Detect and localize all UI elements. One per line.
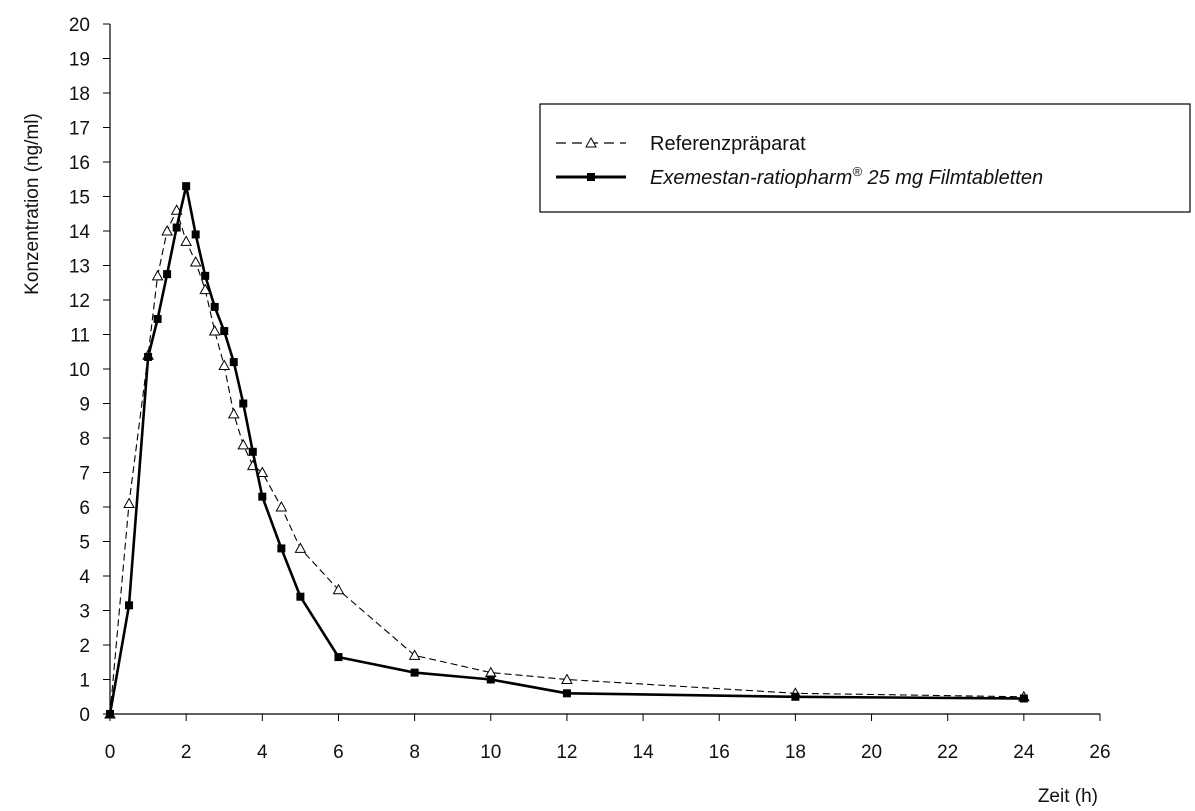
test-data-point xyxy=(210,302,219,311)
ref-data-point xyxy=(161,224,173,236)
y-tick-label: 13 xyxy=(69,257,90,278)
series-2 xyxy=(106,182,1028,718)
test-data-point xyxy=(239,399,248,408)
test-data-point xyxy=(296,592,305,601)
y-tick-label: 18 xyxy=(69,84,90,105)
ref-data-point xyxy=(218,359,231,371)
x-axis-ticks: 0 2 4 6 8 10 12 14 16 18 20 22 24 26 xyxy=(105,714,1111,763)
ref-data-point xyxy=(180,235,193,246)
test-data-point xyxy=(334,653,343,662)
test-series-line xyxy=(108,184,1024,715)
y-tick-label: 3 xyxy=(79,602,90,623)
ref-data-point xyxy=(151,269,164,281)
y-tick-label: 10 xyxy=(69,360,90,381)
x-tick-label: 4 xyxy=(257,742,268,763)
x-axis-label: Zeit (h) xyxy=(1038,786,1098,807)
x-tick-label: 6 xyxy=(333,742,344,763)
y-tick-label: 8 xyxy=(79,429,90,450)
y-tick-label: 17 xyxy=(69,119,90,140)
legend-test-main: Exemestan-ratiopharm xyxy=(650,167,852,189)
x-tick-label: 20 xyxy=(861,742,882,763)
ref-data-point xyxy=(208,325,221,336)
x-tick-label: 24 xyxy=(1013,742,1035,763)
test-data-point xyxy=(1019,694,1028,703)
legend-test-label: Exemestan-ratiopharm® 25 mg Filmtablette… xyxy=(650,164,1043,189)
x-tick-label: 18 xyxy=(785,742,806,763)
ref-data-point xyxy=(227,407,240,419)
legend-box xyxy=(539,103,1191,213)
ref-data-point xyxy=(256,466,269,477)
x-tick-label: 16 xyxy=(709,742,730,763)
test-data-point xyxy=(248,447,257,456)
x-tick-label: 12 xyxy=(556,742,577,763)
y-tick-label: 12 xyxy=(69,291,90,312)
x-tick-label: 0 xyxy=(105,742,116,763)
y-tick-label: 0 xyxy=(79,705,90,726)
y-tick-label: 1 xyxy=(79,671,90,692)
test-data-point xyxy=(163,270,172,279)
y-tick-label: 14 xyxy=(69,222,91,243)
ref-series-line xyxy=(109,209,1024,715)
ref-data-point xyxy=(189,256,202,267)
x-tick-label: 10 xyxy=(480,742,501,763)
x-tick-label: 8 xyxy=(409,742,420,763)
y-tick-label: 2 xyxy=(79,636,90,657)
y-axis-label: Konzentration (ng/ml) xyxy=(22,113,43,295)
y-tick-label: 19 xyxy=(69,50,90,71)
legend-test-tail: 25 mg Filmtabletten xyxy=(862,167,1043,189)
test-data-point xyxy=(191,230,200,239)
test-data-point xyxy=(153,314,162,323)
test-data-point xyxy=(277,544,286,553)
legend: Referenzpräparat Exemestan-ratiopharm® 2… xyxy=(539,103,1191,213)
legend-test-marker xyxy=(587,173,595,181)
series-1 xyxy=(104,204,1030,719)
y-tick-label: 16 xyxy=(69,153,90,174)
legend-ref-marker xyxy=(585,136,597,148)
test-data-point xyxy=(791,692,800,701)
ref-data-point xyxy=(332,583,345,595)
x-tick-label: 22 xyxy=(937,742,958,763)
test-data-point xyxy=(125,601,134,610)
test-data-point xyxy=(410,668,419,677)
y-tick-label: 15 xyxy=(69,188,90,209)
x-tick-label: 26 xyxy=(1089,742,1110,763)
ref-data-point xyxy=(561,673,573,684)
test-data-point xyxy=(229,358,238,367)
x-tick-label: 14 xyxy=(633,742,655,763)
y-tick-label: 5 xyxy=(79,533,90,554)
ref-data-point xyxy=(275,500,288,512)
y-tick-label: 6 xyxy=(79,498,90,519)
ref-data-point xyxy=(294,542,307,553)
test-data-point xyxy=(182,182,191,191)
test-data-point xyxy=(258,492,267,501)
y-tick-label: 4 xyxy=(79,567,90,588)
test-data-point xyxy=(172,223,181,232)
test-data-point xyxy=(106,710,114,718)
test-data-point xyxy=(201,271,210,280)
ref-data-point xyxy=(237,438,250,450)
y-tick-label: 7 xyxy=(79,464,90,485)
test-data-point xyxy=(144,352,153,361)
test-data-point xyxy=(562,689,571,698)
ref-data-point xyxy=(199,283,212,295)
test-data-point xyxy=(220,327,229,336)
ref-data-point xyxy=(123,497,135,509)
y-tick-label: 11 xyxy=(70,326,90,347)
x-tick-label: 2 xyxy=(181,742,192,763)
y-tick-label: 20 xyxy=(69,15,90,36)
legend-test-reg: ® xyxy=(852,164,862,179)
legend-ref-label: Referenzpräparat xyxy=(650,133,806,155)
ref-data-point xyxy=(408,649,421,660)
y-tick-label: 9 xyxy=(79,395,90,416)
test-data-point xyxy=(486,675,495,684)
series-layer xyxy=(104,182,1030,719)
